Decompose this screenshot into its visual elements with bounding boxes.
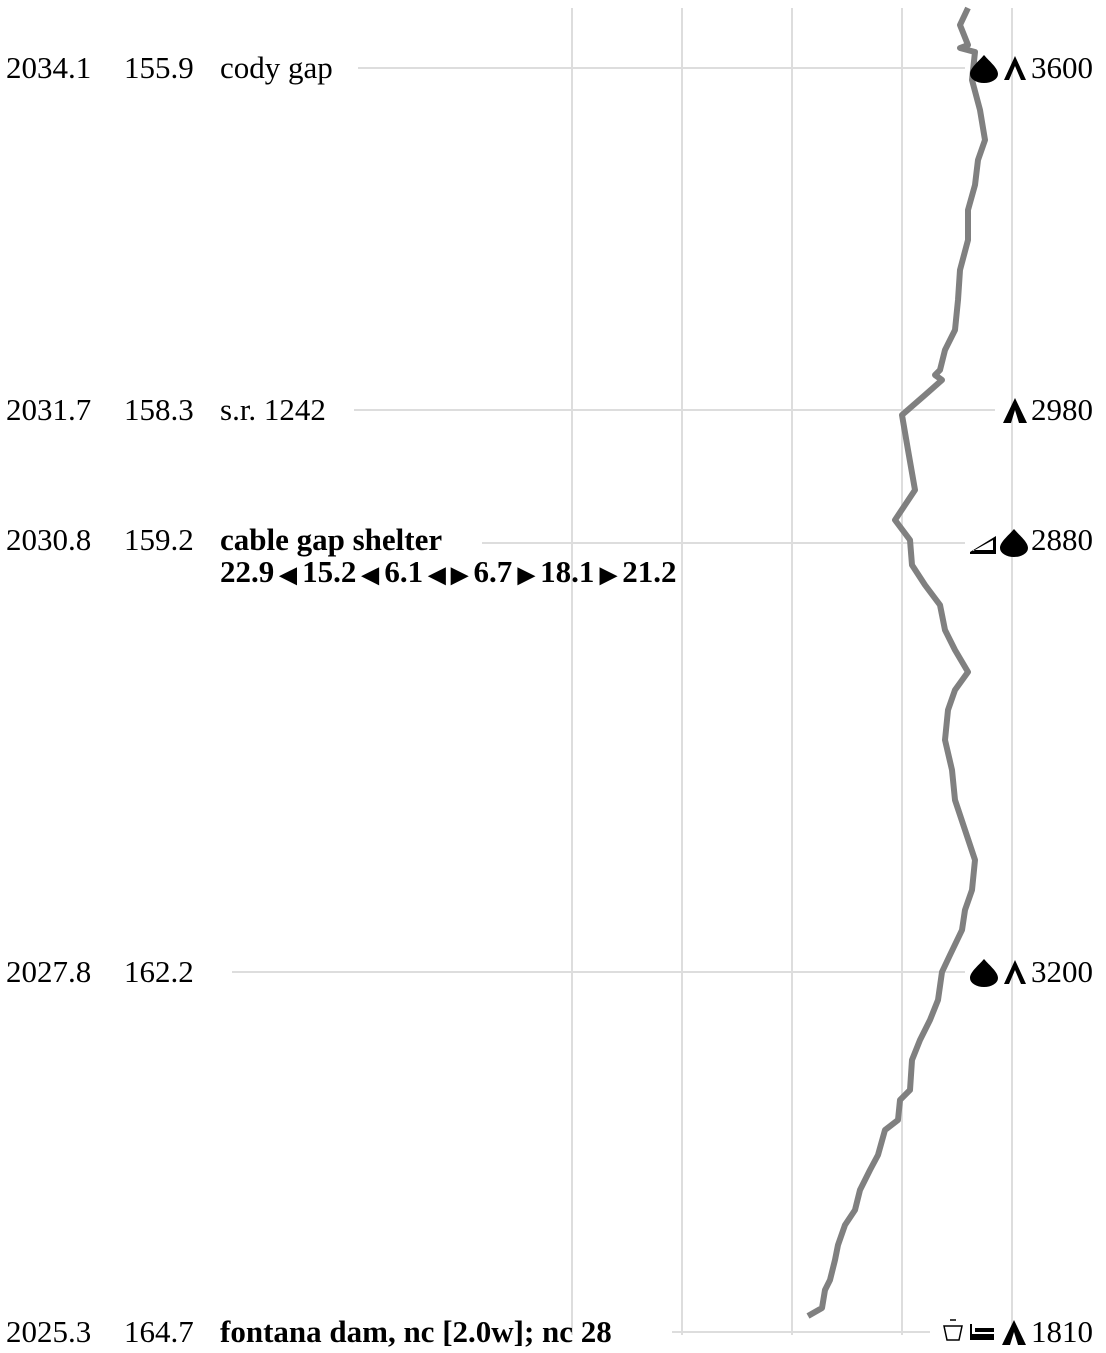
- arrow: ▶: [594, 562, 623, 587]
- nobo-mile: 2025.3: [6, 1314, 92, 1349]
- arrow: ▶: [512, 562, 541, 587]
- arrow: ◀: [356, 562, 385, 587]
- nobo-mile: 2027.8: [6, 954, 92, 989]
- distance: 6.7: [473, 554, 513, 589]
- nobo-mile: 2034.1: [6, 50, 92, 85]
- elevation: 2980: [1031, 392, 1093, 427]
- distance: 18.1: [540, 554, 595, 589]
- grid: [232, 8, 1013, 1335]
- elevation: 1810: [1031, 1314, 1093, 1349]
- sobo-mile: 159.2: [124, 522, 194, 557]
- elevation: 2880: [1031, 522, 1093, 557]
- distance: 15.2: [302, 554, 357, 589]
- waypoint-name: s.r. 1242: [220, 392, 326, 427]
- sobo-mile: 155.9: [124, 50, 194, 85]
- waypoint-name: fontana dam, nc [2.0w]; nc 28: [220, 1314, 612, 1349]
- nobo-mile: 2030.8: [6, 522, 92, 557]
- nobo-mile: 2031.7: [6, 392, 92, 427]
- distance: 21.2: [622, 554, 677, 589]
- distance: 22.9: [220, 554, 275, 589]
- arrow: ◀: [423, 562, 452, 587]
- arrow: ▶: [451, 562, 474, 587]
- icons: [943, 55, 1028, 1345]
- waypoint-name: cody gap: [220, 50, 333, 85]
- sobo-mile: 164.7: [124, 1314, 194, 1349]
- elevation-profile: [806, 6, 988, 1319]
- shelter-distances: 22.9 ◀ 15.2 ◀ 6.1 ◀ ▶ 6.7 ▶ 18.1 ▶ 21.2: [220, 554, 677, 593]
- distance: 6.1: [384, 554, 424, 589]
- waypoint-name: cable gap shelter: [220, 522, 443, 557]
- elevation: 3600: [1031, 50, 1093, 85]
- arrow: ◀: [274, 562, 303, 587]
- sobo-mile: 162.2: [124, 954, 194, 989]
- sobo-mile: 158.3: [124, 392, 194, 427]
- elevation: 3200: [1031, 954, 1093, 989]
